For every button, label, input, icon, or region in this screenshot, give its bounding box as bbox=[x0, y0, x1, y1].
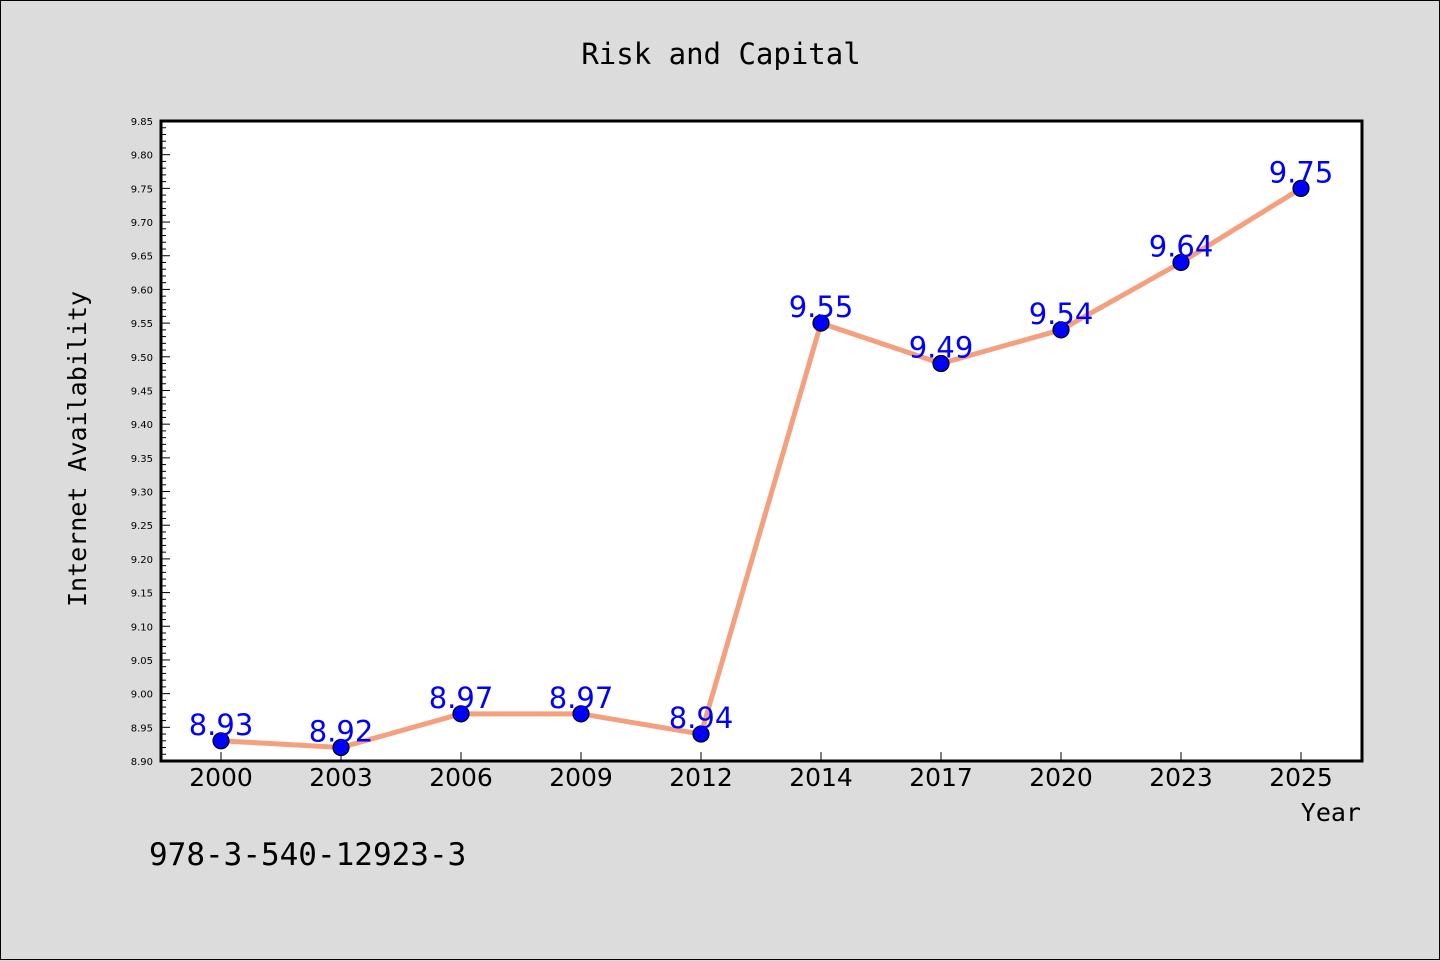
data-label: 9.49 bbox=[909, 331, 974, 365]
data-points bbox=[212, 179, 1310, 757]
y-tick-label: 9.45 bbox=[131, 386, 153, 397]
y-tick-label: 9.20 bbox=[131, 555, 153, 566]
data-label: 8.97 bbox=[429, 681, 494, 715]
data-point bbox=[932, 354, 950, 373]
data-label: 9.54 bbox=[1029, 297, 1094, 331]
y-tick-label: 8.95 bbox=[131, 723, 153, 734]
data-point bbox=[812, 314, 830, 332]
x-tick-label: 2009 bbox=[549, 763, 613, 792]
y-tick-label: 9.50 bbox=[131, 353, 153, 364]
y-tick-label: 9.15 bbox=[131, 589, 153, 600]
x-tick-label: 2003 bbox=[309, 763, 373, 792]
x-tick-label: 2025 bbox=[1269, 763, 1333, 792]
x-tick-label: 2000 bbox=[189, 763, 253, 792]
y-tick-label: 9.80 bbox=[131, 151, 153, 162]
x-tick-label: 2014 bbox=[789, 763, 853, 792]
y-tick-label: 9.85 bbox=[131, 117, 153, 128]
data-label: 9.64 bbox=[1149, 229, 1214, 263]
x-axis-label: Year bbox=[1301, 798, 1361, 827]
data-label: 9.75 bbox=[1269, 155, 1334, 189]
x-tick-label: 2020 bbox=[1029, 763, 1093, 792]
x-axis: 2000 2003 2006 2009 2012 2014 2017 2020 2023 2025 bbox=[189, 752, 1333, 792]
y-tick-label: 9.75 bbox=[131, 184, 153, 195]
data-point bbox=[1052, 321, 1070, 339]
data-label: 9.55 bbox=[789, 290, 854, 324]
data-point bbox=[212, 732, 230, 750]
y-tick-label: 9.60 bbox=[131, 285, 153, 296]
y-tick-label: 8.90 bbox=[131, 757, 153, 768]
y-tick-label: 9.65 bbox=[131, 252, 153, 263]
data-labels: 8.93 8.92 8.97 8.97 8.94 9.55 9.49 9.54 9.64 9.75 bbox=[189, 155, 1334, 748]
y-tick-label: 9.25 bbox=[131, 521, 153, 532]
series-line bbox=[220, 186, 1303, 751]
y-tick-label: 9.55 bbox=[131, 319, 153, 330]
y-tick-label: 9.30 bbox=[131, 488, 153, 499]
y-tick-label: 9.00 bbox=[131, 690, 153, 701]
data-point bbox=[452, 705, 470, 723]
x-tick-label: 2006 bbox=[429, 763, 493, 792]
data-point bbox=[332, 738, 350, 757]
y-tick-label: 9.40 bbox=[131, 420, 153, 431]
data-point bbox=[1292, 179, 1310, 197]
x-tick-label: 2023 bbox=[1149, 763, 1213, 792]
chart-title: Risk and Capital bbox=[581, 37, 860, 71]
x-tick-label: 2017 bbox=[909, 763, 973, 792]
data-label: 8.94 bbox=[669, 701, 734, 735]
footer-code: 978-3-540-12923-3 bbox=[149, 837, 466, 873]
data-label: 8.97 bbox=[549, 681, 614, 715]
y-tick-label: 9.35 bbox=[131, 454, 153, 465]
plot-area bbox=[159, 119, 1364, 763]
y-tick-label: 9.10 bbox=[131, 622, 153, 633]
x-tick-label: 2012 bbox=[669, 763, 733, 792]
data-point bbox=[572, 705, 590, 723]
y-axis: 8.90 8.95 9.00 9.05 9.10 9.15 9.20 9.25 9.30 9.35… bbox=[131, 117, 170, 768]
y-tick-label: 9.70 bbox=[131, 218, 153, 229]
data-label: 8.92 bbox=[309, 715, 374, 749]
y-axis-label: Internet Availability bbox=[63, 291, 92, 607]
data-point bbox=[692, 725, 710, 743]
y-tick-label: 9.05 bbox=[131, 656, 153, 667]
data-label: 8.93 bbox=[189, 708, 254, 742]
data-point bbox=[1172, 253, 1190, 272]
